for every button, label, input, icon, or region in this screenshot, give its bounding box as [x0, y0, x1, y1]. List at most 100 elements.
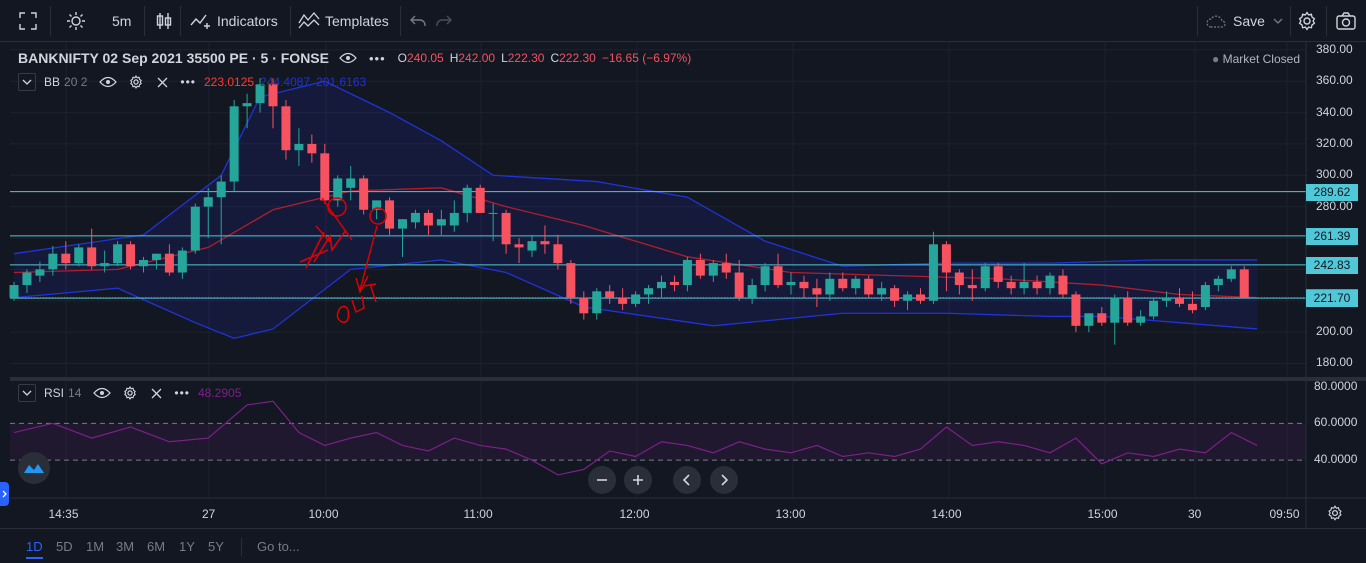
candle[interactable]: [216, 175, 226, 245]
close-icon[interactable]: [157, 77, 168, 88]
candle[interactable]: [1200, 281, 1210, 311]
candle[interactable]: [1045, 272, 1055, 295]
zoom-in-button[interactable]: [624, 466, 652, 494]
eye-icon[interactable]: [93, 387, 112, 399]
eye-icon[interactable]: [339, 52, 357, 64]
more-dots-icon[interactable]: •••: [180, 75, 196, 89]
candle[interactable]: [346, 165, 356, 201]
candle[interactable]: [449, 200, 459, 232]
candle[interactable]: [372, 200, 382, 220]
goto-button[interactable]: Go to...: [257, 539, 300, 554]
candle[interactable]: [954, 269, 964, 295]
candle[interactable]: [903, 291, 913, 311]
range-button-6m[interactable]: 6M: [147, 539, 166, 554]
candle[interactable]: [514, 238, 524, 264]
indicators-button[interactable]: Indicators: [190, 0, 278, 42]
candle[interactable]: [436, 209, 446, 235]
candle[interactable]: [203, 187, 213, 239]
candle[interactable]: [657, 275, 666, 298]
candle[interactable]: [475, 184, 485, 213]
gear-icon[interactable]: [129, 75, 143, 89]
candle[interactable]: [553, 234, 563, 270]
candle[interactable]: [967, 269, 977, 301]
price-chart[interactable]: [0, 42, 1366, 528]
more-dots-icon[interactable]: •••: [368, 50, 386, 66]
candle[interactable]: [773, 253, 783, 289]
candle[interactable]: [1071, 291, 1081, 333]
candle[interactable]: [734, 259, 744, 301]
candle[interactable]: [1149, 297, 1159, 320]
candle[interactable]: [721, 253, 731, 279]
range-button-5y[interactable]: 5Y: [208, 539, 224, 554]
range-button-5d[interactable]: 5D: [56, 539, 73, 554]
candle[interactable]: [747, 278, 757, 304]
candle[interactable]: [359, 175, 369, 215]
candle[interactable]: [838, 272, 848, 292]
bb-name[interactable]: BB: [44, 75, 61, 89]
candle[interactable]: [695, 253, 705, 279]
redo-icon[interactable]: [436, 0, 452, 42]
candle[interactable]: [87, 228, 97, 270]
candle[interactable]: [993, 263, 1003, 289]
undo-icon[interactable]: [410, 0, 426, 42]
eye-icon[interactable]: [99, 76, 118, 88]
axis-settings-icon[interactable]: [1327, 505, 1343, 521]
chart-type-icon[interactable]: [155, 0, 173, 42]
candle[interactable]: [605, 285, 615, 304]
collapse-button[interactable]: [18, 384, 36, 402]
candle[interactable]: [410, 209, 420, 229]
candle[interactable]: [35, 261, 45, 282]
candle[interactable]: [812, 278, 822, 308]
candle[interactable]: [9, 281, 19, 301]
candle[interactable]: [527, 234, 537, 257]
candle[interactable]: [333, 175, 343, 207]
candle[interactable]: [1175, 288, 1184, 308]
settings-gear-icon[interactable]: [1297, 0, 1317, 42]
candle[interactable]: [1136, 310, 1146, 326]
candle[interactable]: [1006, 275, 1016, 295]
candle[interactable]: [644, 285, 654, 304]
candle[interactable]: [928, 231, 938, 304]
candle[interactable]: [851, 275, 861, 295]
candle[interactable]: [877, 281, 887, 301]
fullscreen-icon[interactable]: [18, 0, 38, 42]
candle[interactable]: [22, 269, 32, 293]
range-button-1y[interactable]: 1Y: [179, 539, 195, 554]
candle[interactable]: [1187, 291, 1197, 314]
candle[interactable]: [1213, 275, 1223, 292]
candle[interactable]: [1123, 291, 1133, 326]
candle[interactable]: [592, 288, 602, 320]
candle[interactable]: [126, 241, 136, 270]
candle[interactable]: [268, 78, 278, 129]
candle[interactable]: [294, 128, 304, 166]
candle[interactable]: [488, 203, 498, 242]
candle[interactable]: [501, 209, 511, 254]
gear-icon[interactable]: [123, 386, 137, 400]
candle[interactable]: [113, 241, 123, 267]
candle[interactable]: [423, 209, 433, 235]
close-icon[interactable]: [151, 388, 162, 399]
candle[interactable]: [566, 259, 576, 304]
zoom-out-button[interactable]: [588, 466, 616, 494]
more-dots-icon[interactable]: •••: [174, 386, 190, 400]
candle[interactable]: [139, 256, 148, 273]
candle[interactable]: [864, 275, 874, 298]
candle[interactable]: [255, 78, 265, 113]
candle[interactable]: [385, 197, 395, 235]
candle[interactable]: [281, 100, 291, 160]
candle[interactable]: [708, 259, 718, 282]
side-panel-toggle[interactable]: [0, 482, 9, 506]
candle[interactable]: [242, 93, 252, 129]
candle[interactable]: [618, 288, 628, 311]
tradingview-logo[interactable]: [18, 452, 50, 484]
candle[interactable]: [1239, 266, 1249, 298]
timeframe-button[interactable]: 5m: [112, 13, 132, 29]
candle[interactable]: [61, 241, 71, 270]
candle[interactable]: [682, 256, 692, 292]
scroll-left-button[interactable]: [673, 466, 701, 494]
candle[interactable]: [669, 275, 679, 292]
candle[interactable]: [151, 253, 161, 270]
range-button-1d[interactable]: 1D: [26, 539, 43, 559]
candle[interactable]: [786, 272, 796, 295]
candle[interactable]: [1110, 294, 1120, 345]
